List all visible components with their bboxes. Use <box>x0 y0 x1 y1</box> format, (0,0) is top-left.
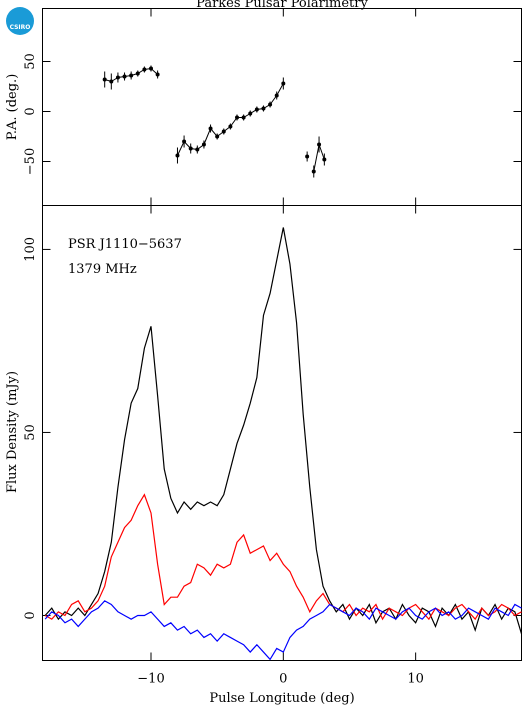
pa-point <box>322 157 327 162</box>
pa-point <box>129 73 134 78</box>
flux-line <box>44 227 522 634</box>
pa-line <box>104 67 325 172</box>
pa-point <box>182 139 187 144</box>
pa-point <box>195 147 200 152</box>
pa-point <box>201 142 206 147</box>
pa-point <box>135 71 140 76</box>
chart-title: Parkes Pulsar Polarimetry <box>196 0 368 11</box>
flux-line <box>44 600 522 661</box>
pa-point <box>268 102 273 107</box>
pa-point <box>235 115 240 120</box>
pa-point <box>208 126 213 131</box>
x-tick-label: 10 <box>407 672 424 687</box>
pa-point <box>317 142 322 147</box>
y-tick-label: 100 <box>23 237 38 262</box>
logo-text: CSIRO <box>10 24 31 31</box>
pa-point <box>122 74 127 79</box>
y-tick-label: 50 <box>23 424 38 441</box>
pa-point <box>215 134 220 139</box>
pa-point <box>115 75 120 80</box>
x-axis-label: Pulse Longitude (deg) <box>209 691 354 706</box>
y-tick-label: 0 <box>23 611 38 619</box>
pa-point <box>102 77 107 82</box>
pa-point <box>188 146 193 151</box>
pa-point <box>281 81 286 86</box>
pa-point <box>175 153 180 158</box>
y-tick-label: 50 <box>23 53 38 70</box>
pa-point <box>142 67 147 72</box>
annotation: PSR J1110−5637 <box>68 237 182 252</box>
pa-point <box>228 124 233 129</box>
x-tick-label: −10 <box>137 672 164 687</box>
pa-point <box>248 111 253 116</box>
pa-point <box>221 129 226 134</box>
pa-point <box>149 66 154 71</box>
y-tick-label: −50 <box>23 148 38 175</box>
pa-point <box>305 154 310 159</box>
y-axis-label: Flux Density (mJy) <box>5 371 20 493</box>
y-tick-label: 0 <box>23 107 38 115</box>
pa-point <box>311 169 316 174</box>
pa-point <box>155 72 160 77</box>
panel-frame <box>42 8 522 206</box>
y-axis-label: P.A. (deg.) <box>5 74 20 141</box>
flux-line <box>44 493 522 621</box>
x-tick-label: 0 <box>279 672 287 687</box>
pa-point <box>261 106 266 111</box>
pa-point <box>241 115 246 120</box>
pa-point <box>109 79 114 84</box>
logo-badge <box>6 7 34 35</box>
pa-point <box>254 107 259 112</box>
annotation: 1379 MHz <box>68 262 137 277</box>
pa-point <box>274 93 279 98</box>
